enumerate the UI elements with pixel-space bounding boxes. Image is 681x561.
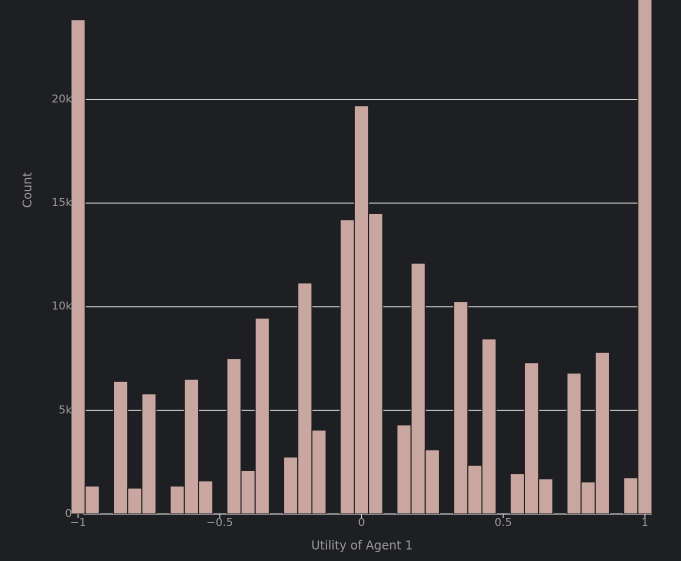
y-tick-label: 5k xyxy=(59,403,73,416)
x-tick-label: −1 xyxy=(70,516,86,529)
bar xyxy=(523,362,540,514)
bar xyxy=(127,487,143,514)
bar xyxy=(538,478,554,514)
y-tick-label: 15k xyxy=(52,196,73,209)
x-tick-label: 0 xyxy=(358,516,365,529)
bar xyxy=(339,219,355,514)
bar xyxy=(141,393,157,514)
bar xyxy=(113,380,129,514)
y-axis-title: Count xyxy=(21,172,35,208)
bar xyxy=(283,456,299,514)
axes: 0 5k 10k 15k 20k −1 −0.5 0 0.5 1 xyxy=(52,92,649,529)
x-tick-label: 1 xyxy=(641,516,648,529)
bar xyxy=(183,378,200,514)
bar xyxy=(297,282,313,514)
x-axis-title: Utility of Agent 1 xyxy=(311,539,412,553)
bar xyxy=(623,477,639,514)
bar xyxy=(70,19,86,514)
bar xyxy=(467,464,483,514)
bar xyxy=(566,372,582,514)
y-tick-label: 20k xyxy=(52,92,73,105)
bar xyxy=(509,473,525,514)
bar xyxy=(353,105,370,514)
bar xyxy=(424,449,440,514)
bar xyxy=(198,480,214,514)
y-tick-label: 10k xyxy=(52,300,73,313)
bar xyxy=(84,485,100,514)
bar xyxy=(594,351,610,514)
bar xyxy=(396,424,412,514)
bar xyxy=(226,358,242,514)
bar xyxy=(580,481,596,514)
bar xyxy=(453,301,469,514)
bar xyxy=(410,262,426,514)
bar xyxy=(481,338,497,514)
x-tick-label: −0.5 xyxy=(206,516,233,529)
bar xyxy=(169,485,185,514)
x-tick-label: 0.5 xyxy=(494,516,512,529)
bars xyxy=(70,0,653,514)
bar xyxy=(240,469,256,514)
bar xyxy=(368,212,384,514)
bar xyxy=(311,429,327,514)
bar xyxy=(254,317,270,514)
y-tick-label: 0 xyxy=(65,507,72,520)
bar xyxy=(637,0,653,514)
